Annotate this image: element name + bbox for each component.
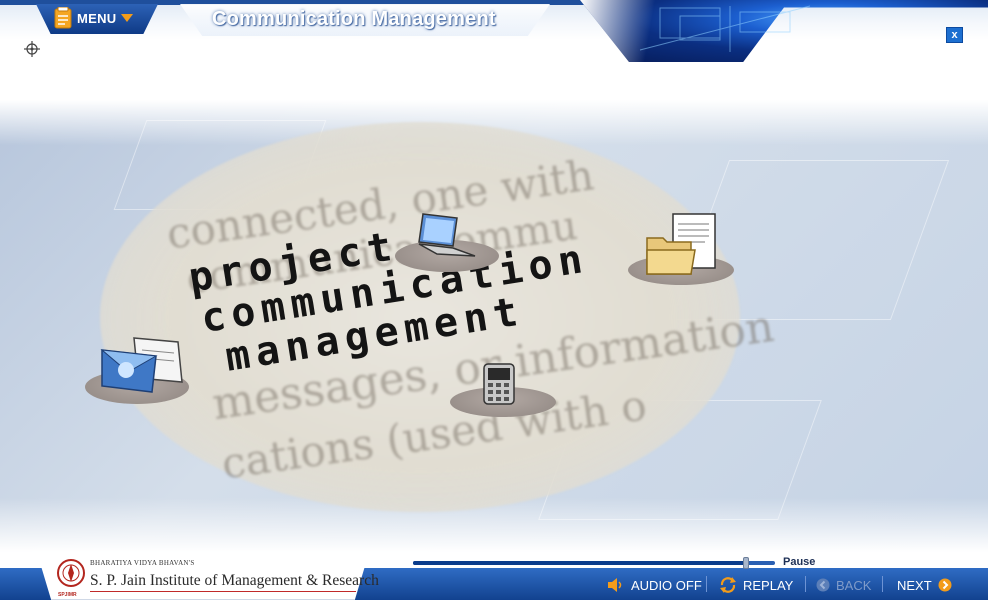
menu-label: MENU xyxy=(77,10,117,26)
replay-label: REPLAY xyxy=(743,577,794,593)
top-stripe xyxy=(0,0,988,5)
tech-grid-decoration xyxy=(639,5,811,52)
progress-knob[interactable] xyxy=(743,557,750,569)
next-arrow-icon xyxy=(938,578,952,592)
seal-text: SPJIMR xyxy=(58,592,77,598)
content-scene: connected, one with communica commu mess… xyxy=(0,100,988,552)
logo-underline xyxy=(90,591,356,592)
title-tab xyxy=(180,4,550,36)
progress-fill xyxy=(413,561,747,565)
next-label: NEXT xyxy=(897,577,932,593)
institute-name: S. P. Jain Institute of Management & Res… xyxy=(90,572,379,589)
institute-seal-logo xyxy=(57,559,85,587)
audio-toggle-button[interactable]: AUDIO OFF xyxy=(607,575,702,595)
magnifier-lens xyxy=(100,122,740,512)
close-button[interactable]: x xyxy=(946,27,963,43)
speaker-icon xyxy=(608,578,622,592)
menu-button[interactable]: MENU xyxy=(54,6,134,30)
logo-subtitle: BHARATIYA VIDYA BHAVAN'S xyxy=(90,559,195,567)
crosshair-icon[interactable] xyxy=(24,41,40,57)
laptop-icon[interactable] xyxy=(413,212,479,264)
back-button[interactable]: BACK xyxy=(816,575,871,595)
separator xyxy=(706,576,707,592)
replay-button[interactable]: REPLAY xyxy=(719,575,793,595)
audio-label: AUDIO OFF xyxy=(631,577,702,593)
documents-folder-icon[interactable] xyxy=(645,212,719,280)
separator xyxy=(882,576,883,592)
progress-slider[interactable] xyxy=(413,557,775,569)
chevron-down-icon xyxy=(121,14,134,22)
back-arrow-icon xyxy=(816,578,830,592)
email-icon[interactable] xyxy=(100,336,186,396)
replay-icon xyxy=(720,577,736,593)
pause-button[interactable]: Pause xyxy=(783,556,816,568)
page-title: Communication Management xyxy=(212,8,496,30)
mobile-phone-icon[interactable] xyxy=(478,362,520,408)
separator xyxy=(805,576,806,592)
next-button[interactable]: NEXT xyxy=(897,575,952,595)
back-label: BACK xyxy=(836,577,872,593)
notepad-icon xyxy=(54,7,72,29)
